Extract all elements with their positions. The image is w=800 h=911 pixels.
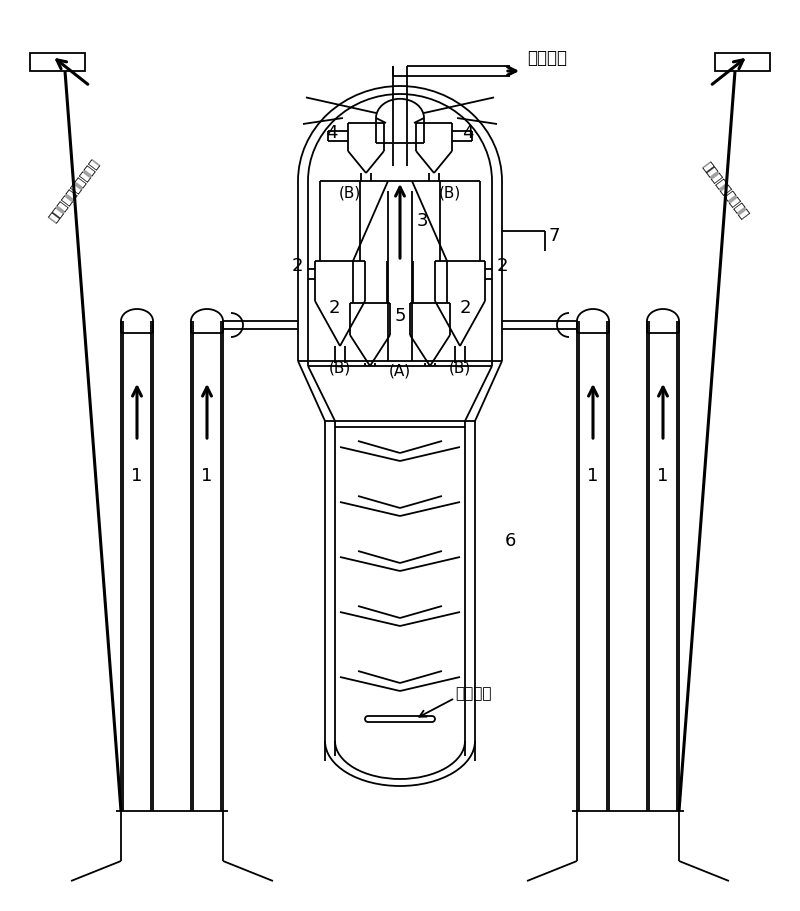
Text: 2: 2 — [291, 257, 303, 275]
Text: 1: 1 — [658, 467, 669, 485]
Bar — [715, 53, 770, 71]
Text: 7: 7 — [548, 227, 559, 245]
Text: 1: 1 — [202, 467, 213, 485]
Text: 2: 2 — [497, 257, 509, 275]
Text: 4: 4 — [326, 124, 338, 142]
Text: (B): (B) — [439, 186, 462, 200]
Text: 3: 3 — [417, 212, 429, 230]
Text: (B): (B) — [329, 361, 351, 375]
Text: (B): (B) — [449, 361, 471, 375]
Text: 4: 4 — [462, 124, 474, 142]
Text: 6: 6 — [505, 532, 516, 550]
Text: 反应油气: 反应油气 — [527, 49, 567, 67]
Text: 5: 5 — [394, 307, 406, 325]
Text: (B): (B) — [338, 186, 361, 200]
Text: 汽提蒂汽: 汽提蒂汽 — [455, 687, 491, 701]
Bar — [30, 53, 85, 71]
Text: 2: 2 — [329, 299, 340, 317]
Text: 1: 1 — [131, 467, 142, 485]
Text: 半再生化剤自再生器来: 半再生化剤自再生器来 — [47, 157, 102, 225]
Text: 1: 1 — [587, 467, 598, 485]
Text: 2: 2 — [460, 299, 471, 317]
Text: (A): (A) — [389, 363, 411, 378]
Text: 再生化剤自再生器来: 再生化剤自再生器来 — [699, 160, 750, 222]
